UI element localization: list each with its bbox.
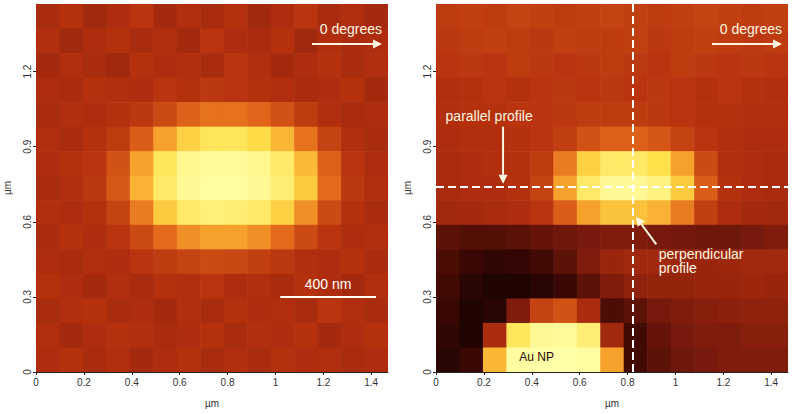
svg-text:µm: µm [205, 398, 219, 409]
svg-text:1.2: 1.2 [422, 64, 433, 78]
svg-text:0.6: 0.6 [422, 214, 433, 228]
svg-text:0.2: 0.2 [77, 377, 91, 388]
svg-text:0: 0 [433, 377, 439, 388]
svg-text:0.9: 0.9 [422, 139, 433, 153]
svg-text:0.4: 0.4 [125, 377, 139, 388]
svg-text:400 nm: 400 nm [305, 276, 352, 292]
svg-text:1.2: 1.2 [716, 377, 730, 388]
svg-text:µm: µm [2, 181, 13, 195]
svg-text:0.3: 0.3 [22, 290, 33, 304]
svg-text:µm: µm [402, 181, 413, 195]
svg-text:1.4: 1.4 [364, 377, 378, 388]
svg-text:0.4: 0.4 [525, 377, 539, 388]
svg-text:0 degrees: 0 degrees [720, 21, 782, 37]
svg-text:0 degrees: 0 degrees [320, 21, 382, 37]
svg-text:Au NP: Au NP [519, 350, 554, 364]
svg-text:µm: µm [605, 398, 619, 409]
svg-text:0.6: 0.6 [573, 377, 587, 388]
svg-text:profile: profile [659, 260, 697, 276]
svg-text:parallel profile: parallel profile [446, 108, 533, 124]
svg-text:1.4: 1.4 [764, 377, 778, 388]
svg-text:0: 0 [33, 377, 39, 388]
svg-text:0.6: 0.6 [173, 377, 187, 388]
svg-text:0.9: 0.9 [22, 139, 33, 153]
svg-text:0: 0 [422, 369, 433, 375]
svg-text:0.3: 0.3 [422, 290, 433, 304]
svg-text:0: 0 [22, 369, 33, 375]
svg-text:perpendicular: perpendicular [658, 245, 744, 262]
svg-text:1.2: 1.2 [22, 64, 33, 78]
svg-text:0.8: 0.8 [221, 377, 235, 388]
svg-text:0.6: 0.6 [22, 214, 33, 228]
svg-text:0.2: 0.2 [477, 377, 491, 388]
svg-text:1: 1 [673, 377, 679, 388]
svg-text:0.8: 0.8 [621, 377, 635, 388]
svg-text:1: 1 [273, 377, 279, 388]
svg-text:1.2: 1.2 [316, 377, 330, 388]
